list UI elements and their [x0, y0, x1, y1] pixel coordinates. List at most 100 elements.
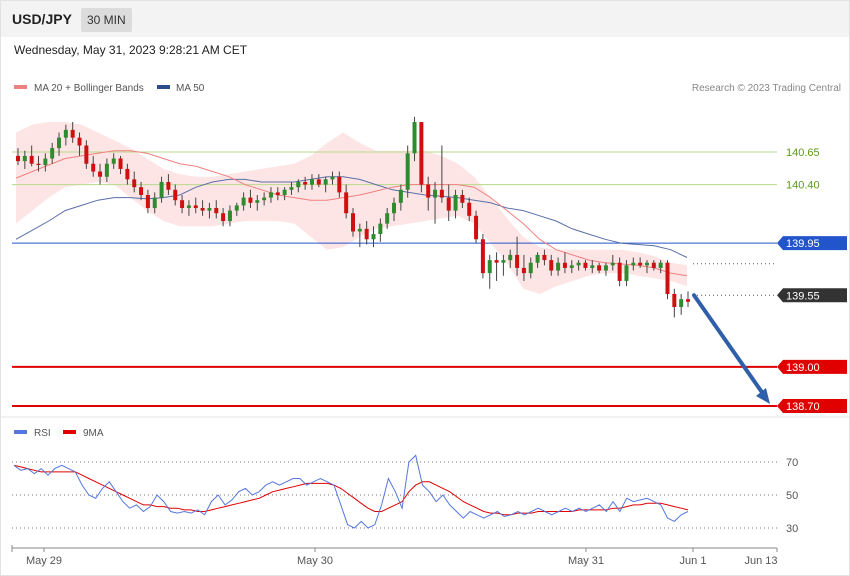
candle-body-83	[583, 262, 588, 268]
ma50-line	[15, 176, 688, 258]
candle-body-85	[597, 265, 602, 271]
candle-body-37	[268, 192, 273, 198]
rsi-tick-label-0: 30	[786, 523, 798, 535]
candle-body-67	[474, 215, 479, 240]
level-label-4: 139.00	[786, 362, 820, 374]
candle-body-66	[467, 202, 472, 216]
candle-body-1	[22, 155, 27, 162]
forecast-arrow-head	[756, 388, 770, 404]
level-label-3: 139.55	[786, 290, 820, 302]
candle-body-87	[610, 262, 615, 266]
candle-body-51	[364, 228, 369, 240]
candle-body-29	[214, 208, 219, 214]
x-tick-label-4: Jun 13	[744, 555, 777, 567]
candle-body-72	[508, 254, 513, 261]
candle-body-35	[255, 200, 260, 203]
candle-body-79	[556, 262, 561, 271]
candle-body-89	[624, 265, 629, 281]
candle-body-68	[480, 239, 485, 274]
legend: MA 20 + Bollinger Bands MA 50 Research ©…	[14, 83, 841, 94]
candle-body-4	[43, 158, 48, 166]
ma20-legend-label: MA 20 + Bollinger Bands	[34, 83, 144, 94]
candle-body-46	[330, 176, 335, 180]
candle-body-98	[686, 299, 690, 302]
rsi-tick-label-1: 50	[786, 490, 798, 502]
candle-body-20	[152, 197, 157, 209]
ma9-legend-swatch	[63, 430, 76, 434]
level-tag-3	[777, 288, 847, 303]
candle-body-91	[638, 262, 643, 266]
price-panel: 140.65 140.40 139.95 139.55 139.00 138.70	[12, 116, 847, 413]
ma9-legend-label: 9MA	[83, 428, 104, 439]
x-tick-label-0: May 29	[26, 555, 62, 567]
candle-body-48	[344, 192, 349, 214]
x-tick-label-2: May 31	[568, 555, 604, 567]
candle-body-57	[405, 153, 410, 190]
x-tick-label-1: May 30	[297, 555, 333, 567]
candle-body-53	[378, 223, 383, 235]
candle-body-21	[159, 181, 164, 198]
candle-body-93	[651, 262, 656, 268]
candle-body-49	[351, 213, 355, 232]
ma20-line	[15, 150, 688, 277]
candle-body-25	[186, 205, 191, 209]
candle-body-76	[535, 254, 540, 263]
candle-body-24	[180, 200, 185, 209]
candle-body-6	[57, 137, 62, 149]
ma50-legend-label: MA 50	[176, 83, 205, 94]
candle-body-32	[234, 205, 239, 211]
candle-body-14	[111, 158, 116, 164]
candle-body-18	[139, 187, 144, 195]
ma20-legend-swatch	[14, 85, 27, 89]
candle-body-13	[104, 163, 109, 177]
candle-body-43	[309, 179, 314, 185]
candle-body-97	[679, 299, 684, 308]
candle-body-88	[617, 262, 622, 281]
candle-body-55	[392, 202, 397, 214]
candle-body-11	[91, 163, 96, 172]
candle-body-81	[569, 265, 574, 268]
level-label-0: 140.65	[786, 147, 820, 159]
candle-body-16	[125, 168, 130, 180]
candle-body-50	[357, 228, 362, 232]
candle-body-95	[665, 262, 670, 294]
candle-body-36	[262, 197, 267, 201]
rsi-tick-label-2: 70	[786, 457, 798, 469]
candle-body-2	[29, 155, 34, 164]
candle-body-61	[433, 189, 438, 198]
candle-body-62	[439, 189, 444, 198]
timeframe-button[interactable]: 30 MIN	[81, 8, 132, 32]
candle-body-74	[521, 267, 526, 274]
level-label-5: 138.70	[786, 401, 820, 413]
candle-body-45	[323, 179, 328, 185]
level-label-1: 140.40	[786, 180, 820, 192]
candle-body-34	[248, 197, 253, 203]
candle-body-40	[289, 187, 294, 190]
candle-body-75	[528, 262, 533, 274]
x-tick-label-3: Jun 1	[680, 555, 707, 567]
candle-body-15	[118, 158, 123, 169]
symbol-title: USD/JPY	[12, 11, 72, 27]
rsi-legend: RSI 9MA	[14, 428, 104, 439]
candle-body-63	[446, 197, 451, 211]
rsi-line	[13, 454, 689, 529]
candle-body-77	[542, 254, 547, 261]
bollinger-band	[16, 122, 687, 294]
candle-body-12	[98, 171, 103, 177]
candle-body-3	[36, 163, 41, 166]
candle-body-94	[658, 262, 663, 268]
candle-body-0	[16, 155, 20, 162]
candle-body-84	[590, 265, 595, 268]
candle-body-60	[426, 184, 431, 198]
candle-body-86	[603, 265, 608, 271]
rsi-panel: 30 50 70	[12, 454, 798, 535]
candle-body-92	[644, 262, 649, 266]
candle-body-8	[70, 129, 75, 138]
rsi-legend-swatch	[14, 430, 27, 434]
candle-body-28	[207, 208, 212, 211]
candle-body-31	[227, 210, 232, 222]
candle-body-52	[371, 234, 376, 240]
rsi-ma-line	[13, 464, 689, 516]
candle-body-96	[672, 293, 677, 308]
